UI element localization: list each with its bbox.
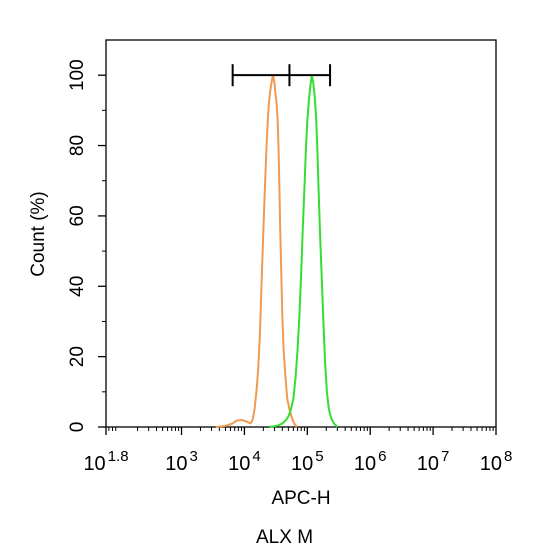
y-tick-label: 0 <box>67 422 88 433</box>
x-axis-ticks: 10 1.8 10 3 10 4 10 5 10 6 10 7 10 8 <box>83 427 512 475</box>
y-axis-title: Count (%) <box>28 191 49 277</box>
series-layer <box>215 74 339 428</box>
plot-frame <box>105 39 497 428</box>
x-tick-label: 10 1.8 <box>83 448 128 475</box>
y-tick-label: 20 <box>67 346 88 367</box>
gate-marker <box>231 64 332 87</box>
x-tick-label: 10 5 <box>291 448 324 475</box>
y-tick-label: 40 <box>67 276 88 297</box>
x-tick-label: 10 4 <box>228 448 261 475</box>
x-tick-label: 10 3 <box>165 448 198 475</box>
x-tick-label: 10 6 <box>354 448 387 475</box>
y-tick-label: 80 <box>67 135 88 156</box>
histogram-chart: 10 1.8 10 3 10 4 10 5 10 6 10 7 10 8 0 20 40 60 80 100 APC… <box>28 39 512 509</box>
x-tick-label: 10 8 <box>480 448 513 475</box>
x-axis-title: APC-H <box>271 488 330 509</box>
y-tick-label: 60 <box>67 205 88 226</box>
clipped-caption: ALX M <box>256 527 314 548</box>
series-line-2 <box>269 74 339 428</box>
series-line-1 <box>215 74 298 428</box>
x-tick-label: 10 7 <box>417 448 450 475</box>
y-tick-label: 100 <box>67 59 88 91</box>
y-axis-ticks: 0 20 40 60 80 100 <box>67 59 106 432</box>
x-minor-ticks <box>108 427 494 431</box>
